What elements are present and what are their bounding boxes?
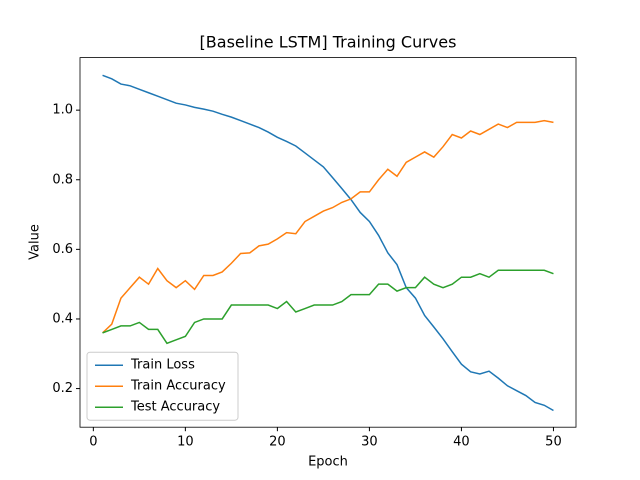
legend-label: Train Loss (130, 358, 195, 373)
y-tick-label: 0.6 (52, 242, 73, 257)
y-tick-label: 0.8 (52, 172, 73, 187)
legend-label: Test Accuracy (130, 400, 220, 415)
y-tick-label: 0.4 (52, 311, 73, 326)
x-axis-label: Epoch (308, 455, 348, 470)
chart-title: [Baseline LSTM] Training Curves (200, 33, 457, 52)
legend-box (86, 351, 239, 421)
x-tick-label: 30 (361, 435, 378, 450)
x-tick-label: 20 (269, 435, 286, 450)
y-axis-label: Value (28, 224, 43, 260)
series-line (102, 119, 554, 334)
series-line (102, 74, 554, 412)
axes-frame (79, 57, 577, 428)
x-tick-label: 0 (89, 435, 97, 450)
y-tick-label: 1.0 (52, 103, 73, 118)
series-line (102, 269, 554, 345)
x-tick-label: 10 (177, 435, 194, 450)
x-tick-label: 50 (545, 435, 562, 450)
y-tick-label: 0.2 (52, 381, 73, 396)
legend-label: Train Accuracy (130, 379, 226, 394)
x-tick-label: 40 (453, 435, 470, 450)
